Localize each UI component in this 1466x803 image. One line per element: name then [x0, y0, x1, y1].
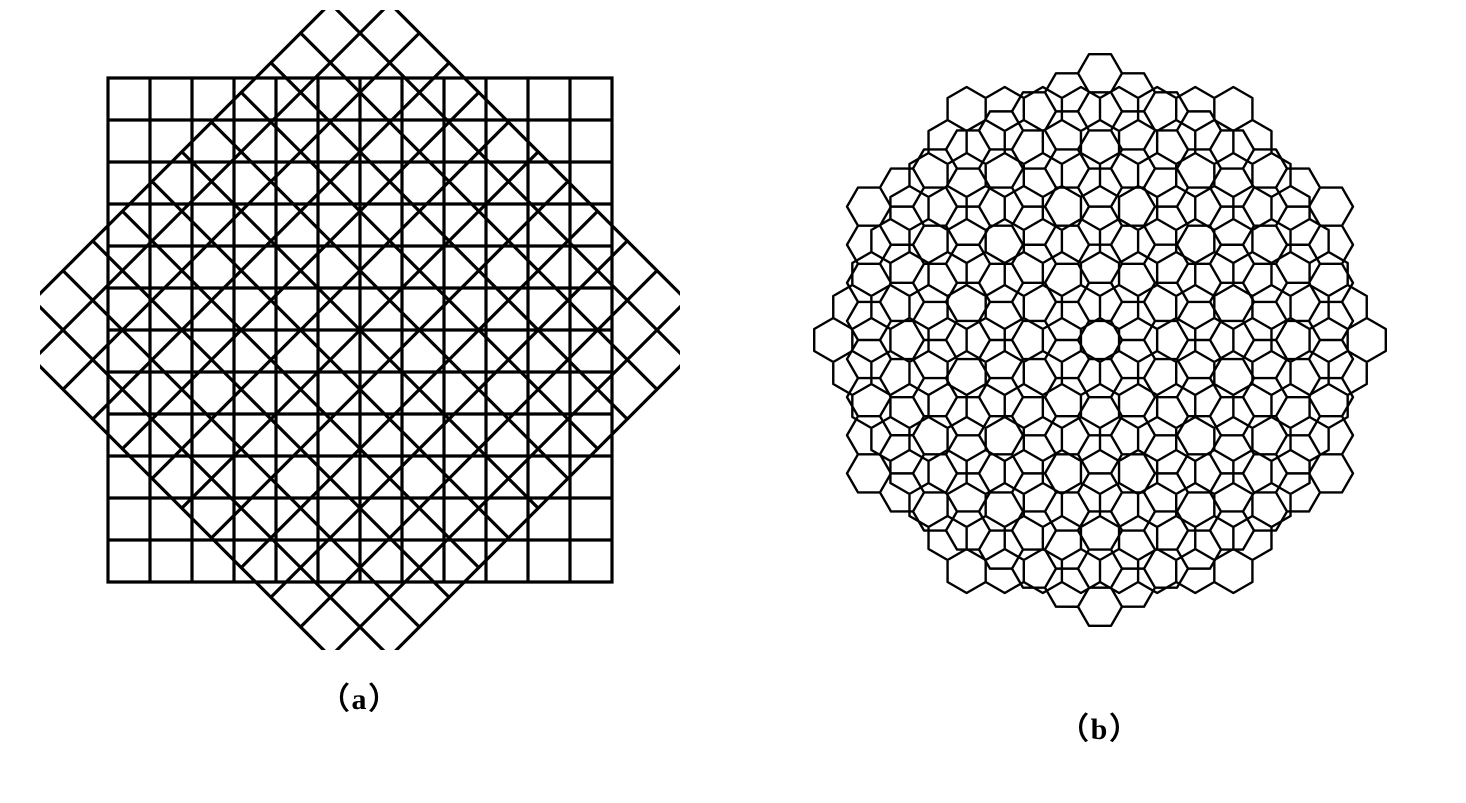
figure-b-label: （b）	[1059, 704, 1142, 748]
figure-a-svg	[40, 10, 680, 650]
figure-b: （b）	[760, 0, 1440, 748]
honeycomb-0deg	[814, 87, 1386, 593]
figure-a-label: （a）	[320, 674, 401, 718]
figure-a: （a）	[40, 10, 680, 718]
figure-b-svg	[760, 0, 1440, 680]
